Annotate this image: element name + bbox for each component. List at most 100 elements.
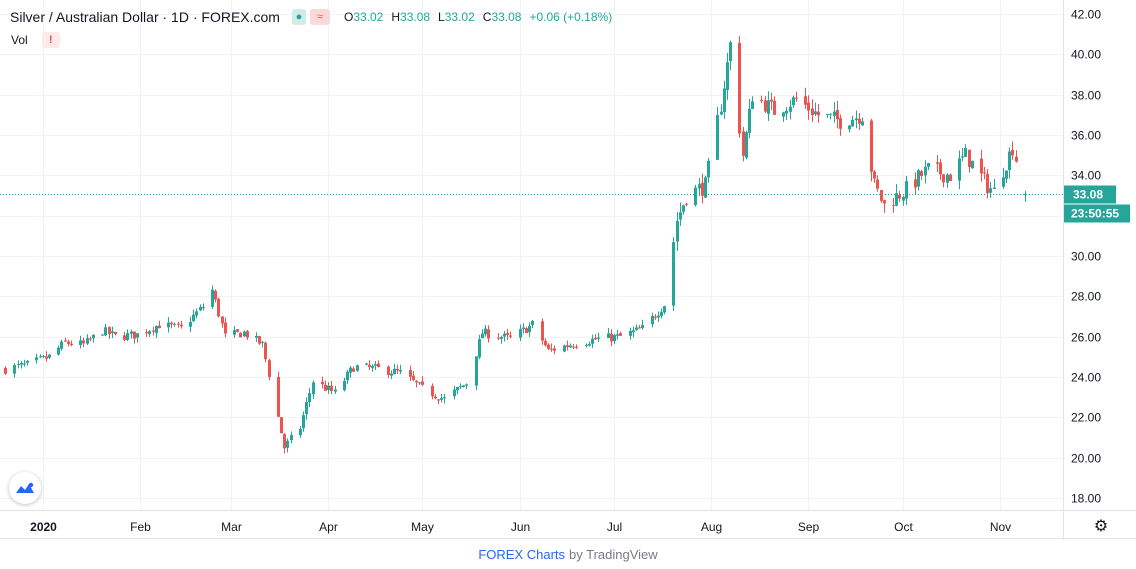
candle-body xyxy=(20,362,23,365)
close-label: C xyxy=(482,10,492,24)
candle-body xyxy=(782,112,785,117)
candle-body xyxy=(356,365,359,371)
time-tick-label: 2020 xyxy=(30,520,57,534)
candle-body xyxy=(961,156,964,158)
candle-body xyxy=(654,316,657,318)
candle-body xyxy=(60,341,63,349)
candle-body xyxy=(723,88,726,113)
candle-body xyxy=(685,203,688,205)
tradingview-credit[interactable]: by TradingView xyxy=(569,546,658,562)
candle-body xyxy=(795,97,798,99)
candle-body xyxy=(657,315,660,318)
candle-body xyxy=(26,360,29,363)
candle-body xyxy=(233,330,236,335)
candle-body xyxy=(299,428,302,436)
candle-body xyxy=(939,162,942,175)
candle-body xyxy=(290,434,293,441)
candle-body xyxy=(1015,156,1018,162)
candle-body xyxy=(108,327,111,335)
gear-icon[interactable]: ⚙ xyxy=(1093,518,1109,535)
candle-body xyxy=(145,332,148,334)
candle-body xyxy=(484,328,487,335)
time-tick-label: Mar xyxy=(221,520,242,534)
candle-body xyxy=(638,327,641,329)
candles xyxy=(4,35,1027,454)
candle-body xyxy=(67,341,70,344)
candle-body xyxy=(64,340,67,342)
candle-body xyxy=(585,344,588,346)
candle-body xyxy=(365,363,368,365)
candle-body xyxy=(814,111,817,115)
candle-body xyxy=(594,337,597,340)
candle-body xyxy=(785,110,788,114)
candle-body xyxy=(610,333,613,342)
forex-charts-link[interactable]: FOREX Charts xyxy=(478,546,566,562)
time-tick-label: May xyxy=(411,520,434,534)
candle-body xyxy=(327,385,330,391)
volume-label[interactable]: Vol xyxy=(11,33,28,47)
candle-body xyxy=(48,354,51,358)
candle-body xyxy=(836,110,839,120)
high-label: H xyxy=(391,10,401,24)
candle-body xyxy=(283,434,286,449)
candle-body xyxy=(563,345,566,352)
candle-body xyxy=(111,331,114,334)
countdown-tag-bg xyxy=(1064,204,1130,223)
close-value: 33.08 xyxy=(491,10,522,24)
candle-body xyxy=(541,321,544,341)
candle-body xyxy=(195,311,198,316)
candle-body xyxy=(936,162,939,164)
candle-body xyxy=(716,114,719,160)
candle-body xyxy=(607,333,610,338)
candle-body xyxy=(487,329,490,339)
low-label: L xyxy=(438,10,445,24)
candle-body xyxy=(239,332,242,338)
candle-body xyxy=(1011,149,1014,156)
candle-body xyxy=(101,334,104,336)
candle-body xyxy=(4,367,7,374)
price-tick-label: 30.00 xyxy=(1071,250,1101,264)
candle-body xyxy=(114,331,117,335)
candle-body xyxy=(566,345,569,347)
candle-body xyxy=(415,380,418,383)
candle-body xyxy=(346,371,349,381)
time-tick-label: Apr xyxy=(319,520,338,534)
candle-body xyxy=(243,331,246,337)
candle-body xyxy=(221,316,224,324)
candle-body xyxy=(519,329,522,338)
candle-body xyxy=(23,363,26,365)
wave-icon[interactable]: ≈ xyxy=(309,9,330,25)
candle-body xyxy=(528,325,531,333)
candle-body xyxy=(286,440,289,448)
candle-body xyxy=(13,364,16,374)
price-chart[interactable]: 42.0040.0038.0036.0034.0032.0030.0028.00… xyxy=(0,0,1136,540)
time-tick-label: Jul xyxy=(607,520,622,534)
candle-body xyxy=(704,177,707,198)
candle-body xyxy=(456,386,459,391)
candle-body xyxy=(475,356,478,386)
candle-body xyxy=(1002,177,1005,187)
candle-body xyxy=(522,327,525,330)
candle-body xyxy=(553,348,556,351)
candle-body xyxy=(236,329,239,332)
candle-body xyxy=(575,346,578,348)
candle-body xyxy=(148,331,151,334)
candle-body xyxy=(377,363,380,367)
candle-body xyxy=(368,364,371,367)
warning-icon[interactable]: ! xyxy=(41,32,60,48)
candle-body xyxy=(905,181,908,199)
change-value: +0.06 (+0.18%) xyxy=(529,10,613,24)
candle-body xyxy=(136,333,139,338)
candle-body xyxy=(789,106,792,112)
tradingview-logo-icon[interactable] xyxy=(9,472,41,504)
candle-body xyxy=(224,322,227,334)
candle-body xyxy=(465,384,468,386)
symbol-title[interactable]: Silver / Australian Dollar · 1D · FOREX.… xyxy=(10,9,280,25)
candle-body xyxy=(895,193,898,206)
candle-body xyxy=(459,386,462,388)
candle-body xyxy=(334,389,337,392)
candle-body xyxy=(443,397,446,399)
volume-legend: Vol ! xyxy=(11,32,60,48)
candle-body xyxy=(591,338,594,344)
eye-icon[interactable]: ● xyxy=(291,9,306,25)
